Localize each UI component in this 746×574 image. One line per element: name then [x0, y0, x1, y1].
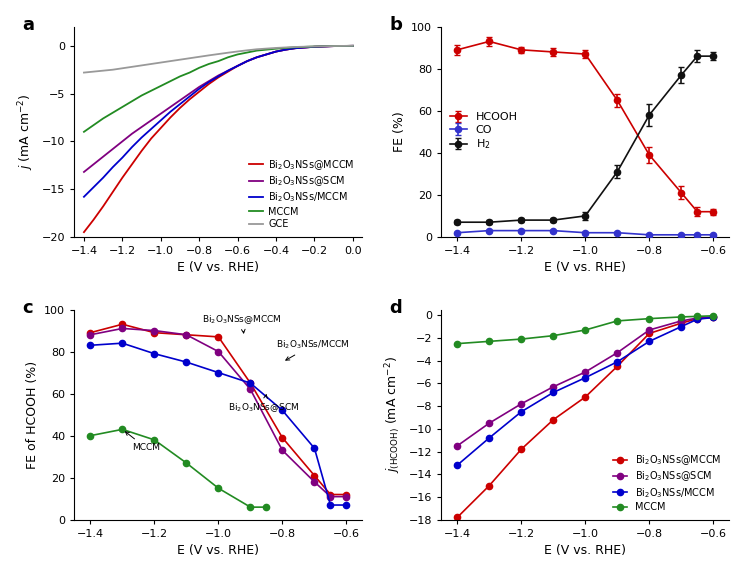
Legend: Bi$_2$O$_3$NSs@MCCM, Bi$_2$O$_3$NSs@SCM, Bi$_2$O$_3$NSs/MCCM, MCCM: Bi$_2$O$_3$NSs@MCCM, Bi$_2$O$_3$NSs@SCM,…	[610, 451, 724, 515]
MCCM	[485, 338, 494, 345]
Bi$_2$O$_3$NSs@SCM	[517, 401, 526, 408]
Legend: Bi$_2$O$_3$NSs@MCCM, Bi$_2$O$_3$NSs@SCM, Bi$_2$O$_3$NSs/MCCM, MCCM, GCE: Bi$_2$O$_3$NSs@MCCM, Bi$_2$O$_3$NSs@SCM,…	[246, 155, 357, 232]
Bi$_2$O$_3$NSs@SCM	[485, 420, 494, 426]
MCCM	[517, 336, 526, 343]
MCCM	[612, 317, 621, 324]
Bi$_2$O$_3$NSs@MCCM	[453, 514, 462, 521]
Y-axis label: $j$ (mA cm$^{-2}$): $j$ (mA cm$^{-2}$)	[16, 94, 37, 170]
Bi$_2$O$_3$NSs@MCCM	[612, 363, 621, 370]
Y-axis label: FE of HCOOH (%): FE of HCOOH (%)	[26, 360, 39, 469]
Bi$_2$O$_3$NSs@MCCM	[709, 314, 718, 321]
Text: a: a	[22, 16, 34, 34]
Bi$_2$O$_3$NSs@MCCM	[517, 446, 526, 453]
Bi$_2$O$_3$NSs@MCCM	[549, 416, 558, 423]
Text: Bi$_2$O$_3$NSs@MCCM: Bi$_2$O$_3$NSs@MCCM	[202, 313, 282, 333]
Text: Bi$_2$O$_3$NSs/MCCM: Bi$_2$O$_3$NSs/MCCM	[276, 339, 350, 360]
Line: Bi$_2$O$_3$NSs@SCM: Bi$_2$O$_3$NSs@SCM	[454, 314, 716, 449]
Bi$_2$O$_3$NSs@SCM	[581, 369, 590, 375]
Text: Bi$_2$O$_3$NSs@SCM: Bi$_2$O$_3$NSs@SCM	[228, 395, 299, 414]
Y-axis label: FE (%): FE (%)	[392, 111, 406, 152]
MCCM	[453, 340, 462, 347]
Bi$_2$O$_3$NSs@SCM	[693, 315, 702, 321]
Bi$_2$O$_3$NSs/MCCM	[581, 374, 590, 381]
Bi$_2$O$_3$NSs@SCM	[645, 327, 653, 333]
Line: Bi$_2$O$_3$NSs@MCCM: Bi$_2$O$_3$NSs@MCCM	[454, 315, 716, 521]
MCCM	[549, 332, 558, 339]
Text: b: b	[389, 16, 402, 34]
Bi$_2$O$_3$NSs@MCCM	[581, 394, 590, 401]
Bi$_2$O$_3$NSs/MCCM	[677, 323, 686, 330]
X-axis label: E (V vs. RHE): E (V vs. RHE)	[545, 262, 626, 274]
Text: d: d	[389, 299, 402, 317]
Bi$_2$O$_3$NSs@SCM	[709, 313, 718, 320]
Text: MCCM: MCCM	[125, 432, 160, 452]
Bi$_2$O$_3$NSs/MCCM	[645, 338, 653, 345]
Bi$_2$O$_3$NSs@SCM	[677, 317, 686, 324]
Bi$_2$O$_3$NSs/MCCM	[517, 408, 526, 415]
MCCM	[677, 313, 686, 320]
Bi$_2$O$_3$NSs@SCM	[612, 349, 621, 356]
Bi$_2$O$_3$NSs/MCCM	[549, 389, 558, 396]
Y-axis label: $j_{\rm{(HCOOH)}}$ (mA cm$^{-2}$): $j_{\rm{(HCOOH)}}$ (mA cm$^{-2}$)	[383, 356, 403, 473]
X-axis label: E (V vs. RHE): E (V vs. RHE)	[178, 544, 260, 557]
Bi$_2$O$_3$NSs/MCCM	[453, 461, 462, 468]
Bi$_2$O$_3$NSs@SCM	[453, 443, 462, 449]
Legend: HCOOH, CO, H$_2$: HCOOH, CO, H$_2$	[447, 109, 521, 155]
Text: c: c	[22, 299, 33, 317]
Bi$_2$O$_3$NSs/MCCM	[693, 316, 702, 323]
Line: Bi$_2$O$_3$NSs/MCCM: Bi$_2$O$_3$NSs/MCCM	[454, 315, 716, 468]
Bi$_2$O$_3$NSs/MCCM	[709, 314, 718, 321]
Bi$_2$O$_3$NSs@MCCM	[677, 320, 686, 327]
Bi$_2$O$_3$NSs/MCCM	[612, 358, 621, 365]
MCCM	[709, 312, 718, 319]
MCCM	[581, 327, 590, 333]
Line: MCCM: MCCM	[454, 313, 716, 347]
Bi$_2$O$_3$NSs/MCCM	[485, 435, 494, 441]
MCCM	[645, 315, 653, 322]
X-axis label: E (V vs. RHE): E (V vs. RHE)	[178, 262, 260, 274]
Bi$_2$O$_3$NSs@MCCM	[693, 315, 702, 322]
X-axis label: E (V vs. RHE): E (V vs. RHE)	[545, 544, 626, 557]
MCCM	[693, 313, 702, 320]
Bi$_2$O$_3$NSs@MCCM	[645, 330, 653, 337]
Bi$_2$O$_3$NSs@MCCM	[485, 482, 494, 489]
Bi$_2$O$_3$NSs@SCM	[549, 383, 558, 390]
